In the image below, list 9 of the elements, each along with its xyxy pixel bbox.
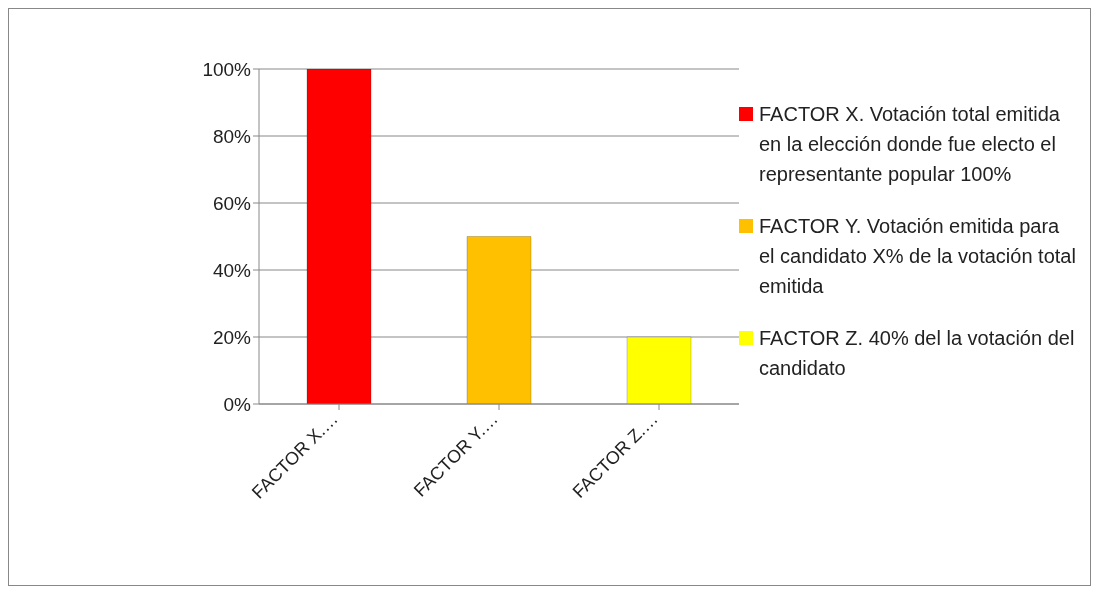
y-tick-label: 60%	[212, 192, 252, 214]
y-tick-label: 20%	[212, 326, 252, 348]
legend-label: FACTOR Z. 40% del la votación del candidato	[759, 326, 1076, 381]
legend-label: FACTOR X. Votación total emitida en la elección donde fue electo el representante popular 100%	[759, 102, 1061, 187]
y-tick-label: 80%	[212, 125, 252, 147]
y-tick-label: 40%	[212, 259, 252, 281]
legend-label: FACTOR Y. Votación emitida para el candidato X% de la votación total emitida	[759, 214, 1077, 299]
y-tick-label: 0%	[223, 393, 252, 415]
y-tick-label: 100%	[202, 58, 252, 80]
